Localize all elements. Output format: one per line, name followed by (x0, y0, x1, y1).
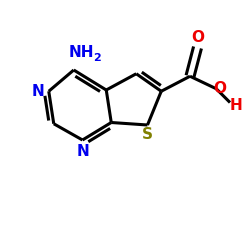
Text: 2: 2 (94, 52, 102, 62)
Text: N: N (76, 144, 89, 160)
Text: O: O (214, 81, 226, 96)
Text: S: S (142, 127, 153, 142)
Text: O: O (191, 30, 204, 46)
Text: N: N (31, 84, 44, 99)
Text: H: H (229, 98, 242, 112)
Text: NH: NH (68, 44, 94, 60)
